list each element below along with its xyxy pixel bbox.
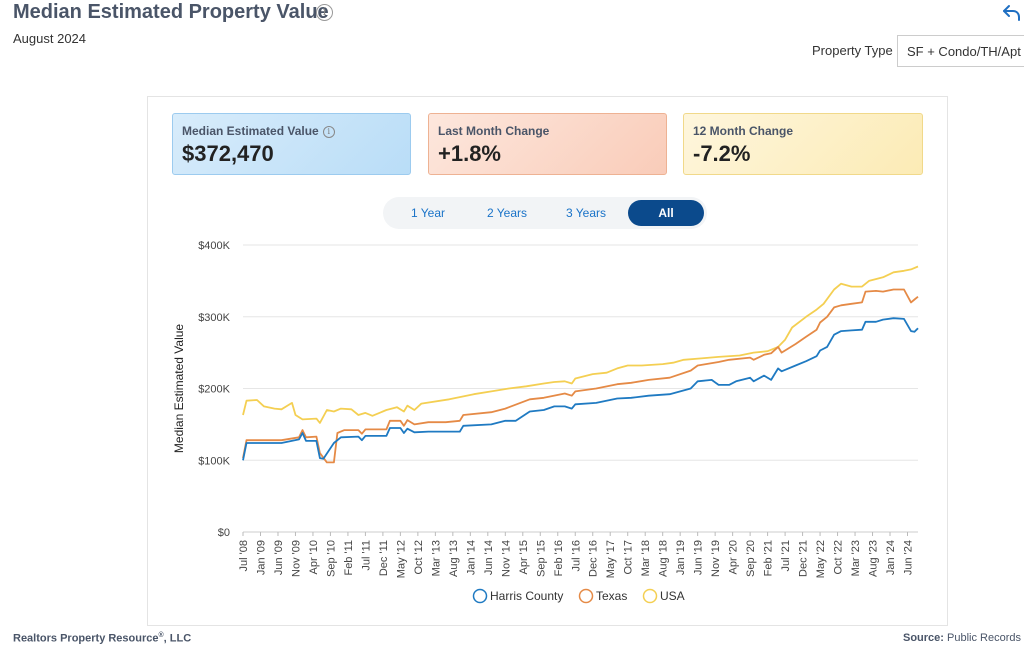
x-tick-label: Dec '11 bbox=[378, 540, 390, 576]
x-tick-label: Jan '24 bbox=[885, 540, 897, 575]
x-tick-label: May '12 bbox=[395, 540, 407, 578]
x-tick-label: May '17 bbox=[605, 540, 617, 578]
page-title: Median Estimated Property Value bbox=[13, 1, 329, 23]
y-axis-label: Median Estimated Value bbox=[172, 324, 186, 454]
legend-label: Harris County bbox=[490, 589, 563, 603]
x-tick-label: Jan '19 bbox=[675, 540, 687, 575]
legend-marker bbox=[642, 588, 658, 604]
info-icon[interactable]: i bbox=[316, 4, 333, 21]
info-icon[interactable]: i bbox=[322, 126, 335, 138]
x-tick-label: Dec '16 bbox=[588, 540, 600, 577]
x-tick-label: Aug '13 bbox=[448, 540, 460, 577]
x-tick-label: Jul '08 bbox=[238, 540, 250, 571]
time-range-selector: 1 Year 2 Years 3 Years All bbox=[383, 197, 707, 229]
x-tick-label: Jul '21 bbox=[780, 540, 792, 571]
x-tick-label: Nov '19 bbox=[710, 540, 722, 577]
x-tick-label: Apr '20 bbox=[728, 540, 740, 575]
x-tick-label: Jun '09 bbox=[273, 540, 285, 575]
footer-source: Source: Public Records bbox=[902, 632, 1021, 644]
x-tick-label: Oct '17 bbox=[623, 540, 635, 575]
y-tick-label: $300K bbox=[198, 312, 230, 324]
range-1-year-button[interactable]: 1 Year bbox=[410, 206, 446, 220]
page-subtitle: August 2024 bbox=[13, 31, 87, 46]
share-icon[interactable] bbox=[1001, 4, 1021, 22]
median-value-label: Median Estimated Value i bbox=[182, 124, 401, 138]
series-line-usa bbox=[242, 265, 919, 424]
property-type-label: Property Type bbox=[812, 43, 893, 58]
x-tick-label: Oct '12 bbox=[413, 540, 425, 575]
x-tick-label: Jul '16 bbox=[570, 540, 582, 571]
median-value: $372,470 bbox=[182, 141, 274, 166]
x-tick-label: Feb '11 bbox=[343, 540, 355, 576]
x-tick-label: Feb '21 bbox=[763, 540, 775, 576]
last-month-change-card: Last Month Change +1.8% bbox=[428, 113, 667, 175]
last-month-change-value: +1.8% bbox=[438, 141, 501, 166]
y-tick-label: $100K bbox=[198, 455, 230, 467]
x-tick-label: Aug '23 bbox=[868, 540, 880, 577]
twelve-month-change-value: -7.2% bbox=[693, 141, 751, 166]
x-tick-label: Jun '14 bbox=[483, 540, 495, 575]
series-line-texas bbox=[242, 288, 919, 464]
property-type-select[interactable]: SF + Condo/TH/Apt bbox=[897, 35, 1024, 67]
x-tick-label: Nov '14 bbox=[500, 540, 512, 577]
legend-label: Texas bbox=[596, 589, 627, 603]
legend-marker bbox=[578, 588, 594, 604]
x-tick-label: Jun '19 bbox=[693, 540, 705, 575]
x-tick-label: Apr '15 bbox=[518, 540, 530, 575]
legend-marker bbox=[472, 588, 488, 604]
twelve-month-change-card: 12 Month Change -7.2% bbox=[683, 113, 923, 175]
y-tick-label: $400K bbox=[198, 240, 230, 252]
footer-credit: Realtors Property Resource®, LLC bbox=[13, 632, 192, 645]
twelve-month-change-label: 12 Month Change bbox=[693, 124, 794, 138]
x-tick-label: Feb '16 bbox=[553, 540, 565, 576]
range-3-years-button[interactable]: 3 Years bbox=[565, 206, 607, 220]
x-tick-label: Sep '10 bbox=[325, 540, 337, 577]
x-tick-label: Aug '18 bbox=[658, 540, 670, 577]
median-value-card: Median Estimated Value i $372,470 bbox=[172, 113, 411, 175]
y-tick-label: $0 bbox=[218, 527, 230, 539]
x-tick-label: Jun '24 bbox=[903, 540, 915, 575]
x-tick-label: May '22 bbox=[815, 540, 827, 578]
x-tick-label: Jan '14 bbox=[465, 540, 477, 575]
range-all-button[interactable]: All bbox=[628, 200, 704, 226]
series-line-harris-county bbox=[242, 317, 919, 461]
y-tick-label: $200K bbox=[198, 384, 230, 396]
x-tick-label: Sep '15 bbox=[535, 540, 547, 577]
x-tick-label: Mar '18 bbox=[640, 540, 652, 576]
last-month-change-label: Last Month Change bbox=[438, 124, 550, 138]
x-tick-label: Mar '23 bbox=[850, 540, 862, 576]
x-tick-label: Apr '10 bbox=[308, 540, 320, 575]
chart-panel bbox=[147, 96, 948, 626]
x-tick-label: Jan '09 bbox=[255, 540, 267, 575]
x-tick-label: Jul '11 bbox=[360, 540, 372, 571]
x-tick-label: Sep '20 bbox=[745, 540, 757, 577]
x-tick-label: Nov '09 bbox=[290, 540, 302, 577]
x-tick-label: Oct '22 bbox=[833, 540, 845, 575]
range-2-years-button[interactable]: 2 Years bbox=[486, 206, 528, 220]
x-tick-label: Mar '13 bbox=[430, 540, 442, 576]
legend-label: USA bbox=[660, 589, 685, 603]
x-tick-label: Dec '21 bbox=[798, 540, 810, 577]
